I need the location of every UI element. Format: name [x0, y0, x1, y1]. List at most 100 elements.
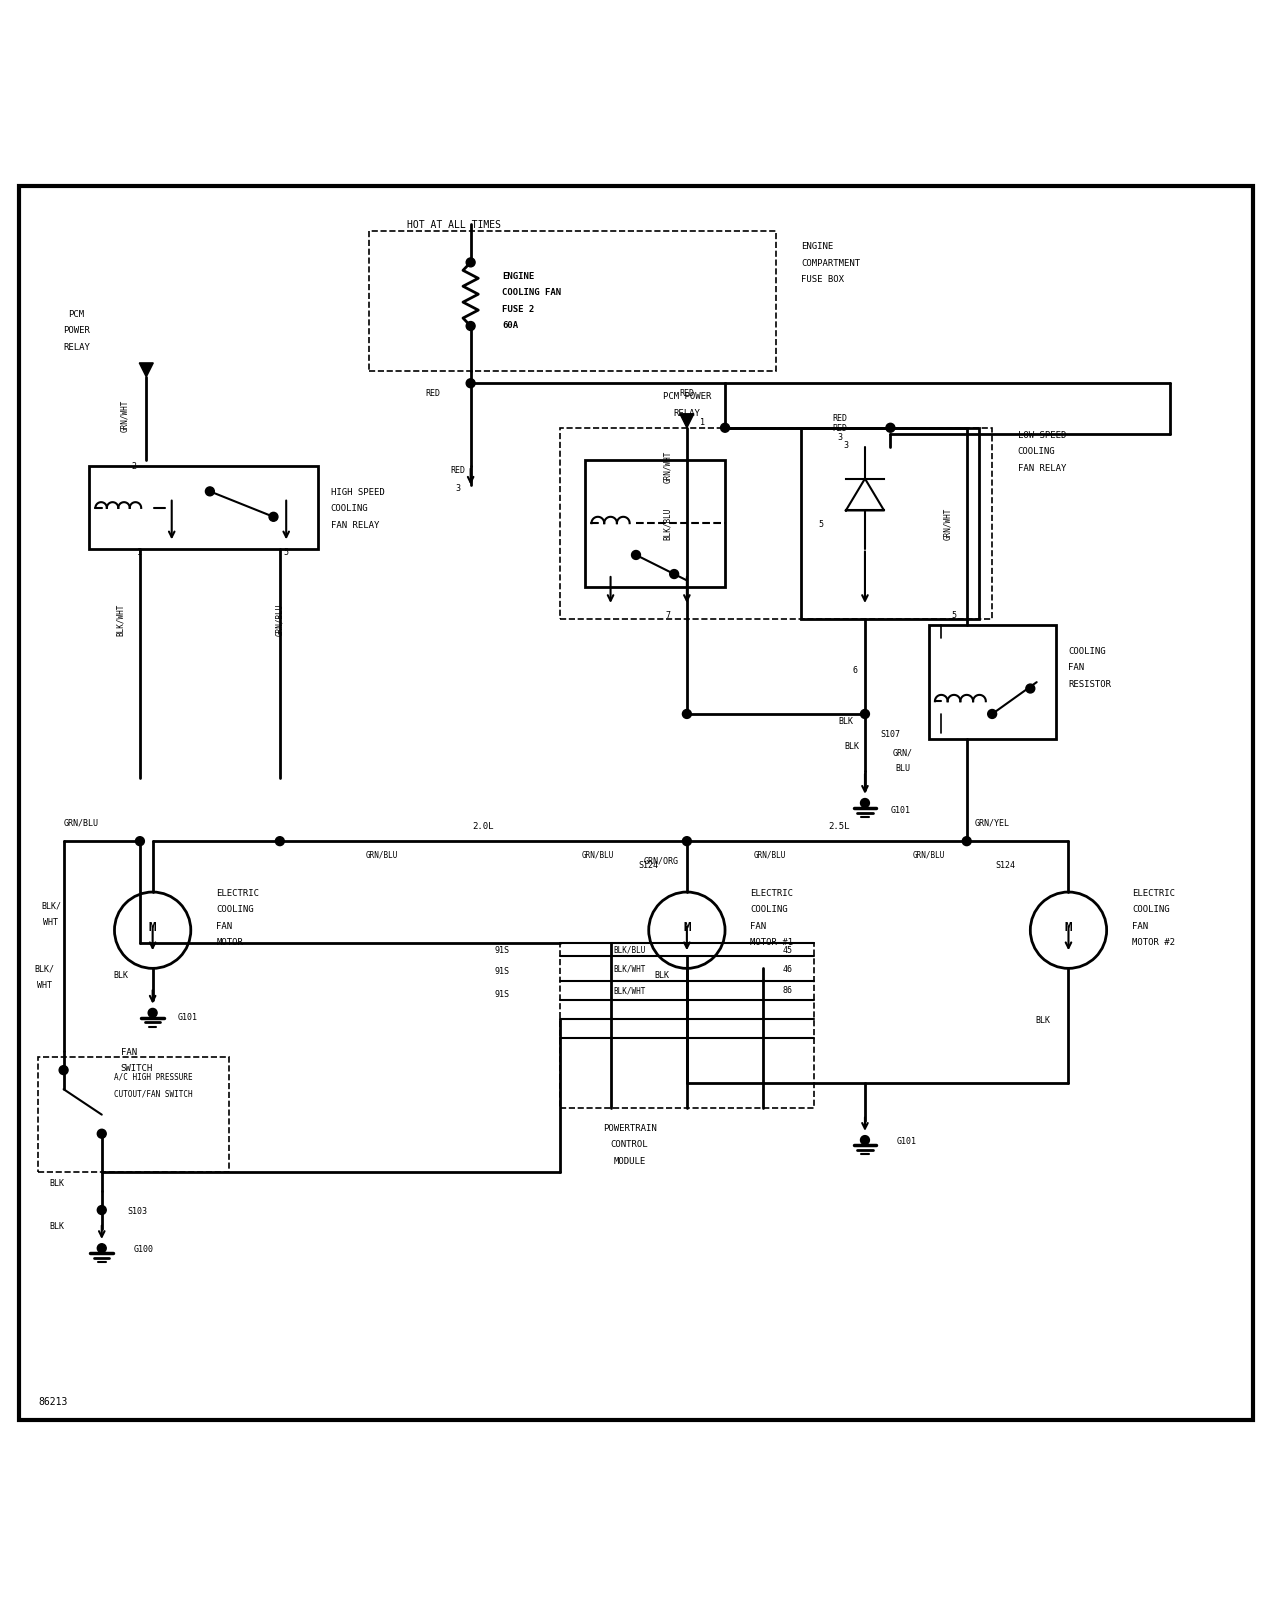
Text: HOT AT ALL TIMES: HOT AT ALL TIMES [407, 220, 501, 230]
Circle shape [1027, 685, 1035, 694]
Circle shape [887, 424, 895, 432]
Text: FUSE BOX: FUSE BOX [801, 275, 845, 284]
Text: S107: S107 [880, 730, 901, 738]
Text: 5: 5 [818, 519, 823, 529]
Circle shape [467, 379, 476, 389]
Text: BLK/: BLK/ [34, 964, 55, 974]
Text: 2.0L: 2.0L [473, 821, 494, 831]
Text: 91S: 91S [495, 990, 510, 998]
Text: GRN/BLU: GRN/BLU [912, 850, 945, 858]
Bar [369, 231, 776, 371]
Text: BLK: BLK [50, 1221, 65, 1229]
Text: 91S: 91S [495, 967, 510, 975]
Circle shape [59, 1065, 69, 1075]
Text: 45: 45 [782, 945, 792, 955]
Text: GRN/WHT: GRN/WHT [120, 400, 130, 432]
Text: RELAY: RELAY [62, 342, 90, 352]
Text: COOLING: COOLING [1132, 905, 1170, 913]
Text: COOLING: COOLING [750, 905, 789, 913]
Circle shape [670, 570, 679, 579]
Text: GRN/BLU: GRN/BLU [275, 603, 285, 635]
Circle shape [988, 710, 997, 718]
Circle shape [136, 837, 145, 845]
Text: G101: G101 [178, 1012, 198, 1022]
Text: 91S: 91S [495, 945, 510, 955]
Text: BLK: BLK [845, 742, 860, 750]
Text: 3: 3 [843, 440, 848, 450]
Text: GRN/YEL: GRN/YEL [974, 818, 1010, 828]
Text: BLK/WHT: BLK/WHT [116, 603, 126, 635]
Bar [801, 429, 979, 619]
Polygon shape [140, 363, 154, 378]
Text: S124: S124 [639, 860, 659, 869]
Circle shape [467, 323, 476, 331]
Text: 5: 5 [284, 548, 289, 556]
Text: BLK/WHT: BLK/WHT [613, 985, 646, 995]
Text: FAN: FAN [216, 921, 233, 930]
Text: BLK/: BLK/ [41, 900, 61, 910]
Text: WHT: WHT [37, 980, 52, 990]
Text: RED: RED [450, 466, 466, 476]
Text: GRN/WHT: GRN/WHT [663, 450, 673, 482]
Bar [38, 1057, 229, 1172]
Circle shape [963, 837, 972, 845]
Text: RELAY: RELAY [673, 408, 701, 418]
Text: CUTOUT/FAN SWITCH: CUTOUT/FAN SWITCH [114, 1090, 193, 1098]
Text: FAN: FAN [1132, 921, 1149, 930]
Circle shape [682, 710, 692, 718]
Text: GRN/ORG: GRN/ORG [644, 857, 679, 865]
Text: SWITCH: SWITCH [121, 1064, 153, 1072]
Bar [89, 466, 318, 550]
Text: G101: G101 [890, 805, 911, 815]
Circle shape [276, 837, 285, 845]
Text: M: M [1065, 921, 1072, 934]
Text: M: M [683, 921, 691, 934]
Text: MOTOR: MOTOR [216, 937, 243, 947]
Circle shape [860, 710, 870, 718]
Text: ELECTRIC: ELECTRIC [1132, 889, 1175, 897]
Text: 7: 7 [665, 611, 670, 620]
Bar [560, 429, 992, 619]
Polygon shape [681, 415, 695, 429]
Text: CONTROL: CONTROL [611, 1139, 649, 1149]
Circle shape [270, 513, 279, 522]
Text: MODULE: MODULE [613, 1155, 646, 1165]
Text: FAN RELAY: FAN RELAY [331, 521, 379, 530]
Text: G101: G101 [897, 1136, 917, 1144]
Circle shape [682, 837, 692, 845]
Text: COMPARTMENT: COMPARTMENT [801, 259, 860, 268]
Text: MOTOR #1: MOTOR #1 [750, 937, 794, 947]
Text: GRN/: GRN/ [893, 749, 913, 757]
Text: FAN: FAN [121, 1046, 137, 1056]
Text: FAN: FAN [750, 921, 767, 930]
Circle shape [860, 1136, 870, 1144]
Text: 6: 6 [852, 665, 857, 675]
Text: BLK/BLU: BLK/BLU [663, 508, 673, 540]
Text: COOLING: COOLING [1018, 447, 1056, 456]
Circle shape [721, 424, 730, 432]
Circle shape [98, 1205, 107, 1215]
Text: RESISTOR: RESISTOR [1068, 680, 1112, 688]
Text: FUSE 2: FUSE 2 [502, 304, 534, 313]
Circle shape [98, 1244, 107, 1253]
Circle shape [860, 799, 870, 808]
Text: BLK/BLU: BLK/BLU [613, 945, 646, 955]
Text: 3: 3 [837, 432, 842, 442]
Text: S124: S124 [995, 860, 1015, 869]
Text: BLU: BLU [895, 763, 911, 773]
Text: RED: RED [425, 389, 440, 397]
Text: BLK: BLK [1035, 1016, 1051, 1024]
Text: BLK/WHT: BLK/WHT [613, 964, 646, 974]
Text: 1: 1 [137, 548, 142, 556]
Text: COOLING: COOLING [331, 505, 369, 513]
Text: POWERTRAIN: POWERTRAIN [603, 1123, 656, 1133]
Text: 2.5L: 2.5L [829, 821, 850, 831]
Text: S103: S103 [127, 1205, 148, 1215]
Text: GRN/BLU: GRN/BLU [365, 850, 398, 858]
Text: COOLING FAN: COOLING FAN [502, 288, 561, 297]
Text: GRN/BLU: GRN/BLU [753, 850, 786, 858]
Text: BLK: BLK [50, 1178, 65, 1188]
Text: ENGINE: ENGINE [502, 272, 534, 281]
Text: BLK: BLK [838, 717, 854, 725]
Text: PCM: PCM [69, 310, 84, 318]
